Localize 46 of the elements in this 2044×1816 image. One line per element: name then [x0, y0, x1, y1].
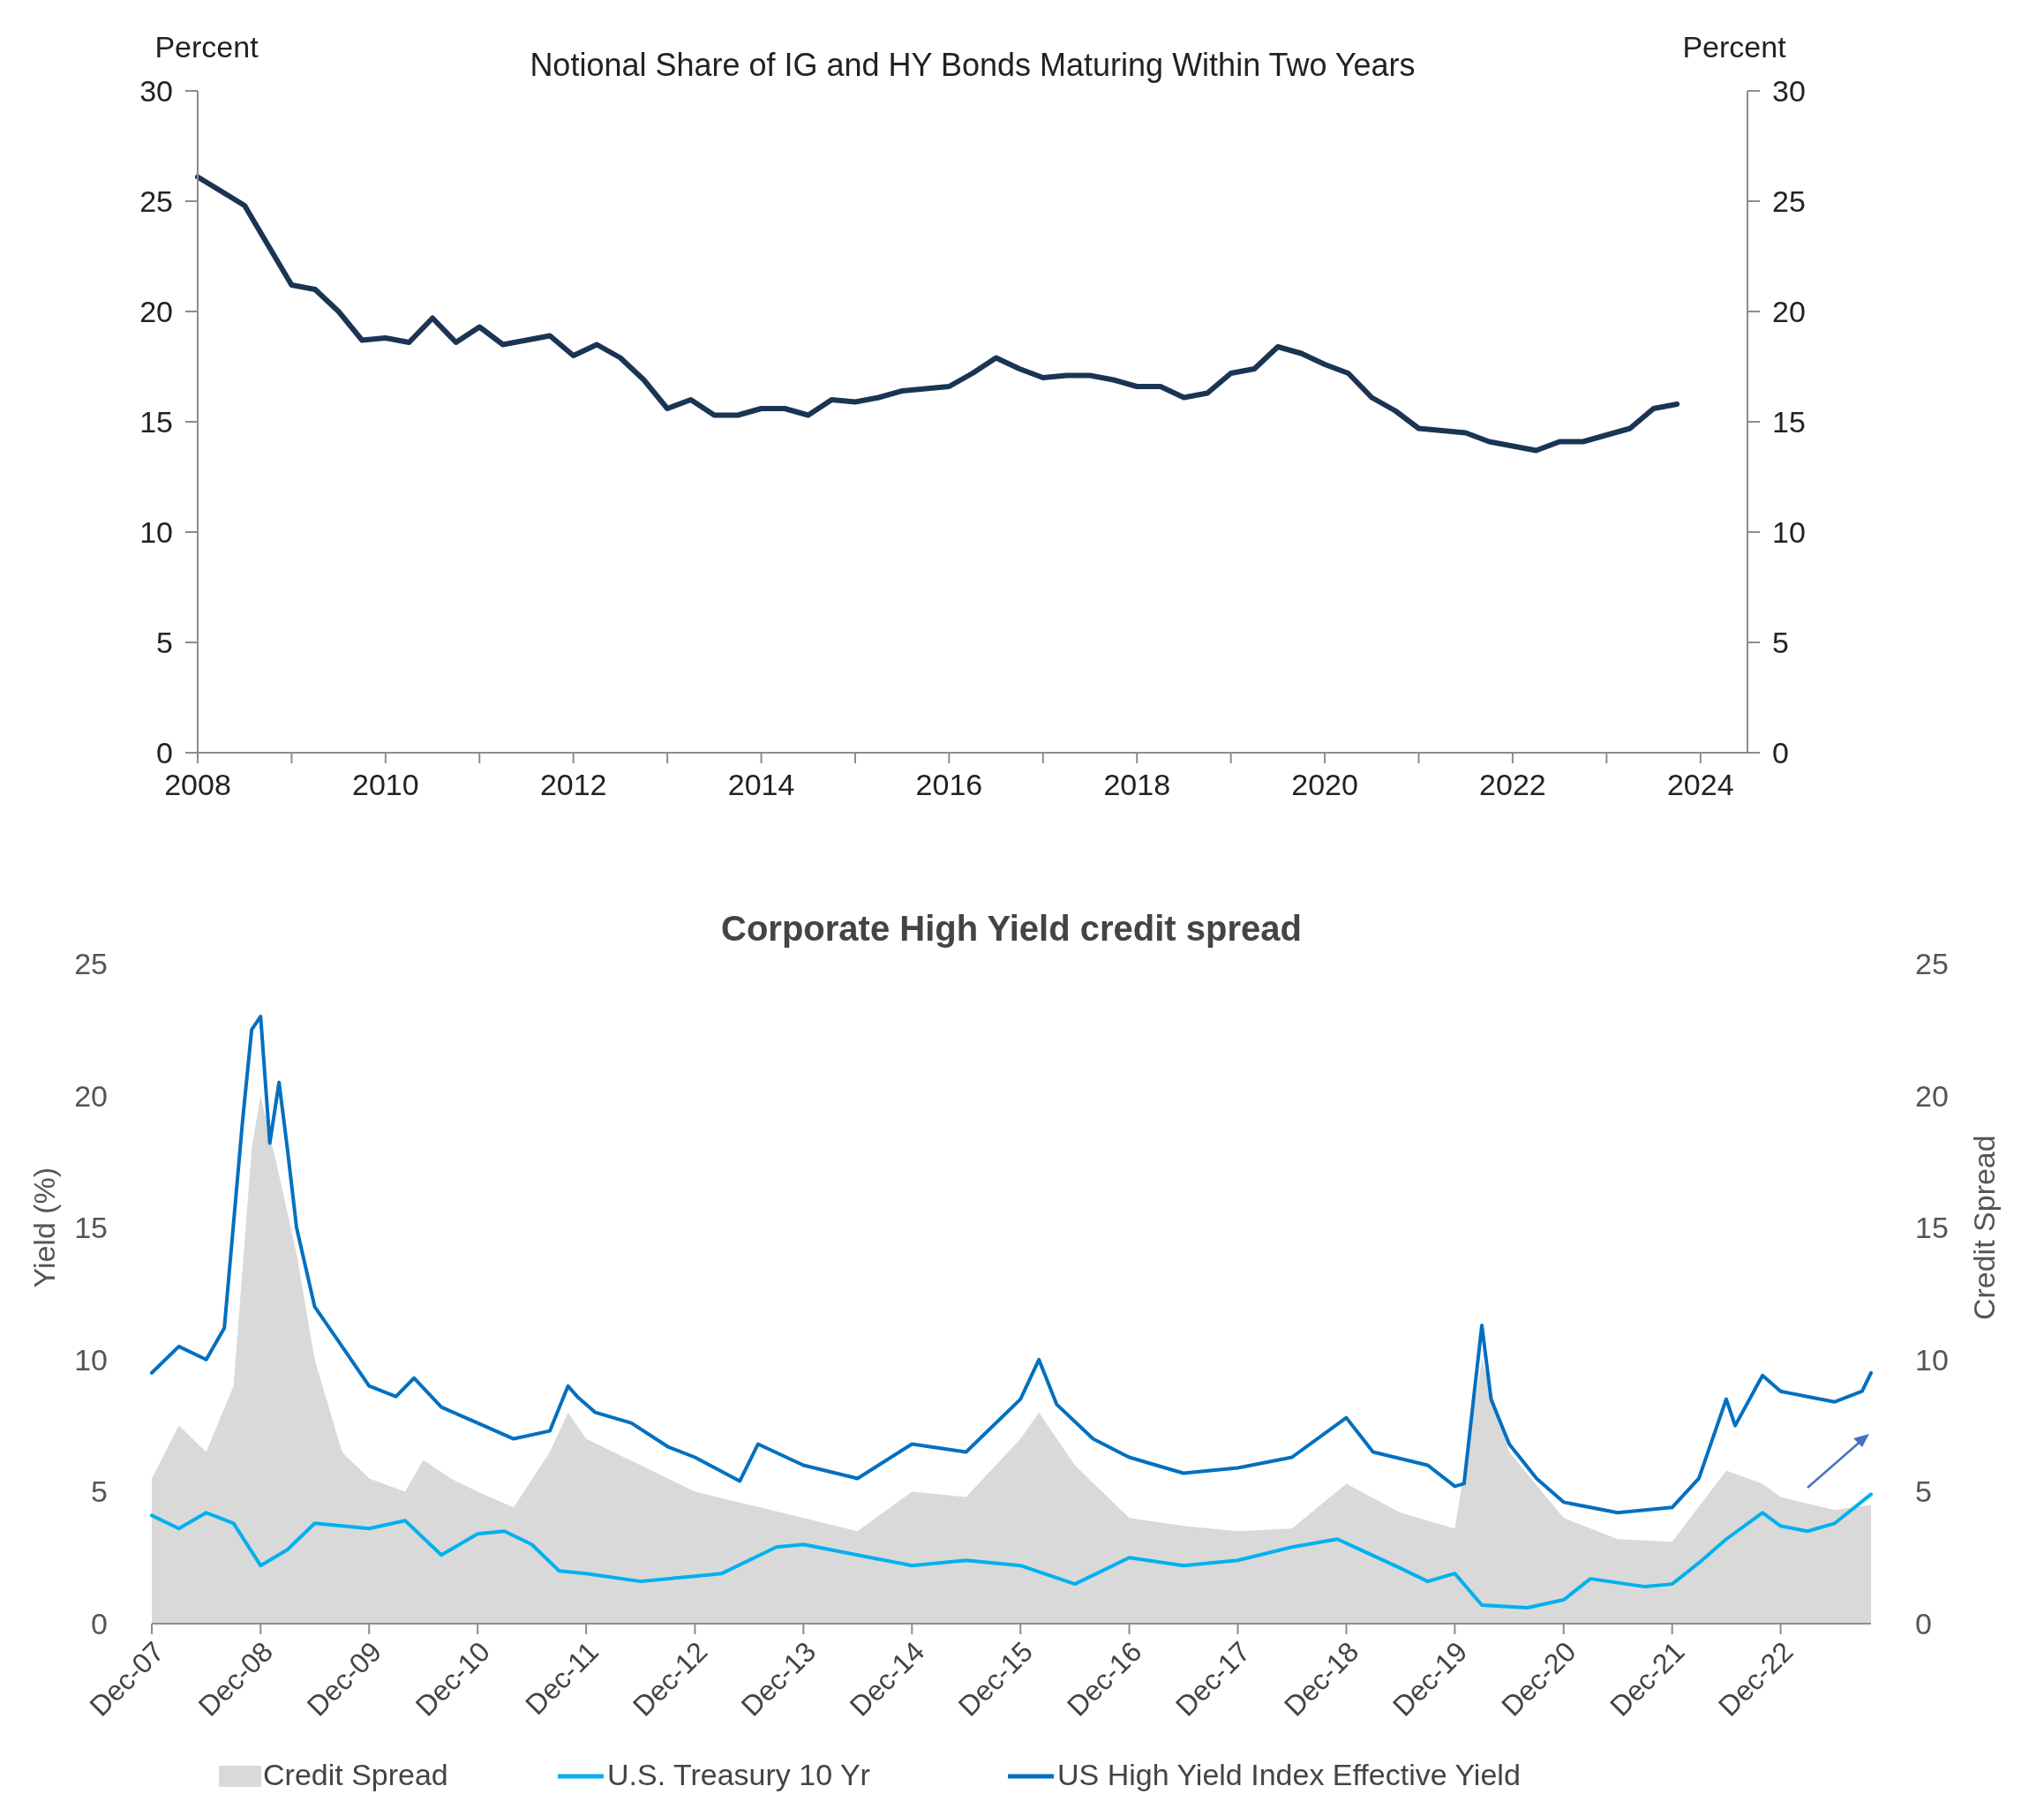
y2-tick-label: 30	[1772, 73, 1806, 108]
line-series	[150, 1014, 1873, 1515]
x-tick-label: 2022	[1479, 768, 1546, 801]
y2-tick-label: 25	[1772, 184, 1806, 218]
y2-tick-label: 15	[1772, 404, 1806, 439]
y-tick-label: 25	[139, 184, 173, 218]
x-tick-label: 2008	[164, 768, 231, 801]
x-tick-label: 2010	[352, 768, 419, 801]
y2-tick-label: 10	[1915, 1342, 1949, 1377]
x-tick-label: 2020	[1291, 768, 1358, 801]
y2-tick-label: 15	[1915, 1211, 1949, 1245]
legend-label: Credit Spread	[263, 1758, 448, 1791]
y2-tick-label: 0	[1915, 1606, 1932, 1640]
x-tick-label: 2012	[539, 768, 607, 801]
y2-tick-label: 20	[1915, 1078, 1949, 1113]
y-axis-title: Yield (%)	[27, 1167, 61, 1288]
y2-tick-label: 10	[1772, 514, 1806, 549]
chart-title: Corporate High Yield credit spread	[721, 909, 1302, 948]
x-tick-label: 2018	[1103, 768, 1171, 801]
y-axis-title: Percent	[154, 30, 259, 64]
y-tick-label: 0	[91, 1606, 108, 1640]
y2-axis-title: Credit Spread	[1967, 1135, 2001, 1321]
y2-tick-label: 25	[1915, 946, 1949, 980]
x-tick-label: 2024	[1666, 768, 1734, 801]
line-series	[150, 1492, 1873, 1610]
x-tick-label: 2016	[915, 768, 983, 801]
y-tick-label: 25	[74, 946, 108, 980]
legend-label: US High Yield Index Effective Yield	[1057, 1758, 1521, 1791]
legend-label: U.S. Treasury 10 Yr	[607, 1758, 870, 1791]
y-tick-label: 20	[74, 1078, 108, 1113]
y2-tick-label: 5	[1772, 625, 1789, 659]
y-tick-label: 5	[91, 1475, 108, 1509]
y2-tick-label: 20	[1772, 294, 1806, 328]
chart-title: Notional Share of IG and HY Bonds Maturing Within Two Years	[530, 47, 1416, 83]
y-tick-label: 30	[139, 73, 173, 108]
y2-tick-label: 5	[1915, 1475, 1932, 1509]
y-tick-label: 20	[139, 294, 173, 328]
y-tick-label: 15	[74, 1211, 108, 1245]
y-tick-label: 15	[139, 404, 173, 439]
y-tick-label: 0	[156, 735, 173, 769]
y2-tick-label: 0	[1772, 735, 1789, 769]
x-tick-label: 2014	[727, 768, 795, 801]
y-tick-label: 5	[156, 625, 173, 659]
y2-axis-title: Percent	[1682, 30, 1787, 64]
y-tick-label: 10	[139, 514, 173, 549]
y-tick-label: 10	[74, 1342, 108, 1377]
